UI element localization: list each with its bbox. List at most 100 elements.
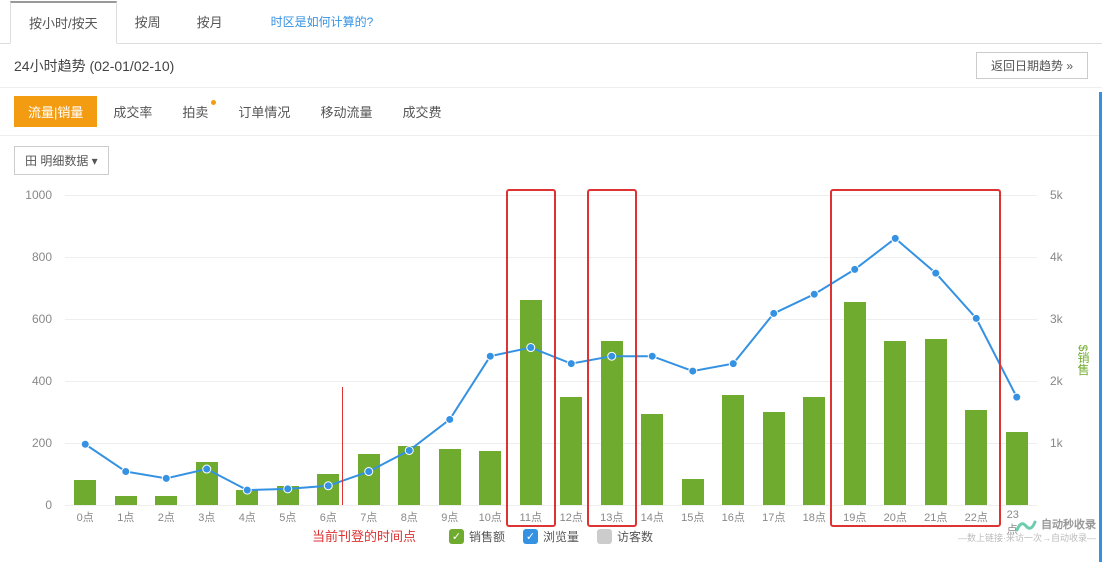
line-marker-5[interactable]: [284, 485, 292, 493]
watermark: 自动秒收录: [1015, 516, 1096, 532]
chart: 0 200 400 600 800 1000 1k 2k 3k 4k 5k 0点 1点 2点 3点 4点 5…: [0, 185, 1102, 535]
line-marker-4[interactable]: [243, 486, 251, 494]
line-layer: [65, 195, 1037, 505]
x-axis: 0点 1点 2点 3点 4点 5点 6点 7点 8点 9点 10点 11点 12点 13点 14点 15点 16…: [65, 509, 1037, 527]
legend-checkbox-icon: ✓: [523, 529, 538, 544]
sub-tab-2[interactable]: 拍卖: [168, 96, 222, 127]
line-marker-21[interactable]: [932, 269, 940, 277]
y1-tick: 600: [32, 312, 52, 326]
line-marker-6[interactable]: [324, 482, 332, 490]
x-tick: 18点: [803, 509, 826, 525]
sub-tab-0[interactable]: 流量|销量: [14, 96, 97, 127]
y1-tick: 200: [32, 436, 52, 450]
line-marker-12[interactable]: [567, 360, 575, 368]
title-row: 24小时趋势 (02-01/02-10) 返回日期趋势 »: [0, 44, 1102, 88]
line-marker-10[interactable]: [486, 352, 494, 360]
y2-tick: 3k: [1050, 312, 1063, 326]
line-marker-8[interactable]: [405, 446, 413, 454]
y2-tick: 5k: [1050, 188, 1063, 202]
x-tick: 5点: [279, 509, 296, 525]
line-marker-14[interactable]: [648, 352, 656, 360]
top-tab-2[interactable]: 按月: [179, 0, 241, 43]
page-title: 24小时趋势 (02-01/02-10): [14, 56, 174, 76]
y1-tick: 800: [32, 250, 52, 264]
x-tick: 14点: [641, 509, 664, 525]
trend-line: [85, 238, 1017, 490]
grid-line: [65, 505, 1037, 506]
legend-item-0[interactable]: ✓ 销售额: [449, 528, 505, 545]
line-marker-13[interactable]: [608, 352, 616, 360]
y2-axis-label: $销售: [1075, 345, 1092, 376]
top-tabs: 按小时/按天按周按月 时区是如何计算的?: [0, 0, 1102, 44]
legend-item-2[interactable]: 访客数: [597, 528, 653, 545]
back-button[interactable]: 返回日期趋势 »: [976, 52, 1088, 79]
line-marker-0[interactable]: [81, 440, 89, 448]
annotation-vline: [342, 387, 343, 505]
legend: ✓ 销售额 ✓ 浏览量 访客数: [0, 528, 1102, 545]
line-marker-17[interactable]: [770, 309, 778, 317]
legend-checkbox-icon: [597, 529, 612, 544]
y1-tick: 0: [45, 498, 52, 512]
x-tick: 3点: [198, 509, 215, 525]
x-tick: 19点: [843, 509, 866, 525]
line-marker-22[interactable]: [972, 314, 980, 322]
line-marker-16[interactable]: [729, 360, 737, 368]
line-marker-20[interactable]: [891, 234, 899, 242]
x-tick: 20点: [884, 509, 907, 525]
x-tick: 0点: [77, 509, 94, 525]
detail-row: 田 明细数据 ▾: [0, 136, 1102, 185]
sub-tab-3[interactable]: 订单情况: [224, 96, 304, 127]
x-tick: 6点: [320, 509, 337, 525]
watermark-text: 自动秒收录: [1041, 516, 1096, 532]
x-tick: 10点: [479, 509, 502, 525]
timezone-help-link[interactable]: 时区是如何计算的?: [271, 13, 374, 30]
line-marker-19[interactable]: [851, 265, 859, 273]
legend-label: 访客数: [617, 528, 653, 545]
x-tick: 8点: [401, 509, 418, 525]
sub-tab-5[interactable]: 成交费: [388, 96, 455, 127]
line-marker-18[interactable]: [810, 290, 818, 298]
sub-tabs: 流量|销量成交率拍卖订单情况移动流量成交费: [0, 88, 1102, 136]
line-marker-23[interactable]: [1013, 393, 1021, 401]
legend-item-1[interactable]: ✓ 浏览量: [523, 528, 579, 545]
y2-tick: 4k: [1050, 250, 1063, 264]
x-tick: 15点: [681, 509, 704, 525]
line-marker-9[interactable]: [446, 415, 454, 423]
line-marker-7[interactable]: [365, 468, 373, 476]
x-tick: 2点: [158, 509, 175, 525]
x-tick: 9点: [441, 509, 458, 525]
x-tick: 4点: [239, 509, 256, 525]
x-tick: 13点: [600, 509, 623, 525]
top-tab-0[interactable]: 按小时/按天: [10, 1, 117, 44]
y1-tick: 400: [32, 374, 52, 388]
line-marker-15[interactable]: [689, 367, 697, 375]
plot-area: [65, 195, 1037, 505]
watermark-subtext: —数上链接·来访一次→自动收录—: [958, 531, 1096, 544]
x-tick: 21点: [924, 509, 947, 525]
annotation-text: 当前刊登的时间点: [312, 526, 416, 545]
y-axis-right: 1k2k3k4k5k: [1042, 195, 1102, 505]
line-marker-2[interactable]: [162, 474, 170, 482]
x-tick: 1点: [117, 509, 134, 525]
sub-tab-4[interactable]: 移动流量: [306, 96, 386, 127]
line-marker-11[interactable]: [527, 344, 535, 352]
watermark-logo-icon: [1015, 516, 1037, 532]
y2-tick: 1k: [1050, 436, 1063, 450]
y2-tick: 2k: [1050, 374, 1063, 388]
line-marker-3[interactable]: [203, 465, 211, 473]
x-tick: 22点: [965, 509, 988, 525]
x-tick: 7点: [360, 509, 377, 525]
legend-checkbox-icon: ✓: [449, 529, 464, 544]
x-tick: 16点: [722, 509, 745, 525]
x-tick: 11点: [520, 509, 542, 525]
y1-tick: 1000: [25, 188, 52, 202]
legend-label: 浏览量: [543, 528, 579, 545]
line-marker-1[interactable]: [122, 468, 130, 476]
x-tick: 12点: [560, 509, 583, 525]
y-axis-left: 02004006008001000: [0, 195, 60, 505]
sub-tab-1[interactable]: 成交率: [99, 96, 166, 127]
x-tick: 17点: [762, 509, 785, 525]
legend-label: 销售额: [469, 528, 505, 545]
detail-data-button[interactable]: 田 明细数据 ▾: [14, 146, 109, 175]
top-tab-1[interactable]: 按周: [117, 0, 179, 43]
